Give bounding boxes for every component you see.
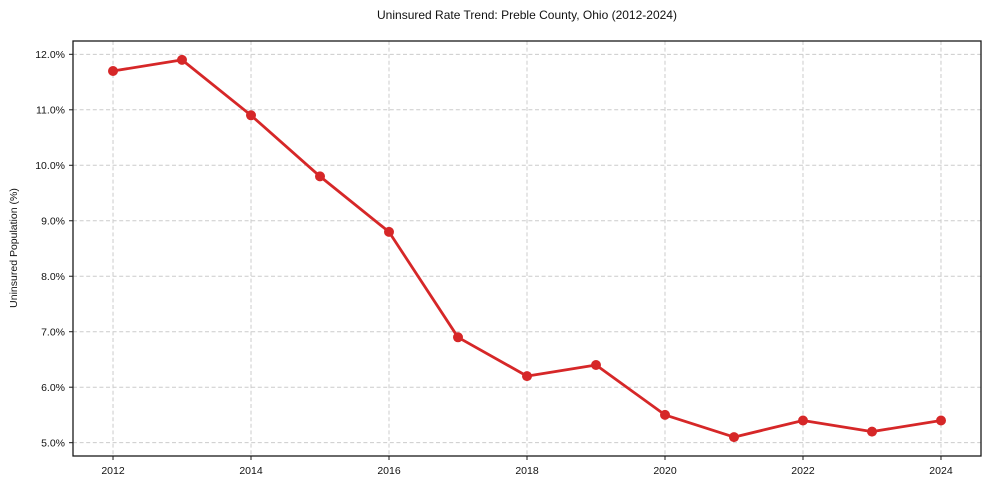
data-point-marker <box>522 371 532 382</box>
data-point-marker <box>936 415 946 426</box>
x-tick-label: 2016 <box>377 465 401 477</box>
y-tick-label: 5.0% <box>41 437 65 449</box>
data-point-marker <box>591 360 601 370</box>
x-tick-label: 2022 <box>791 465 815 477</box>
x-tick-label: 2018 <box>515 465 539 477</box>
data-point-marker <box>108 66 118 76</box>
y-tick-label: 8.0% <box>41 271 65 283</box>
data-point-marker <box>798 415 808 426</box>
y-tick-label: 9.0% <box>41 215 65 227</box>
x-tick-label: 2024 <box>929 465 953 477</box>
y-tick-label: 11.0% <box>36 104 65 116</box>
y-tick-label: 10.0% <box>35 160 65 172</box>
x-tick-label: 2014 <box>239 465 263 477</box>
data-point-marker <box>729 432 739 443</box>
x-tick-label: 2012 <box>101 465 125 477</box>
chart-title: Uninsured Rate Trend: Preble County, Ohi… <box>377 8 677 22</box>
y-tick-label: 6.0% <box>41 382 65 394</box>
data-point-marker <box>867 426 877 437</box>
data-point-marker <box>453 332 463 343</box>
y-tick-label: 7.0% <box>41 326 65 338</box>
y-tick-label: 12.0% <box>35 49 65 61</box>
data-point-marker <box>660 409 670 420</box>
x-tick-label: 2020 <box>653 465 677 477</box>
data-point-marker <box>246 110 256 121</box>
data-point-marker <box>315 171 325 182</box>
data-point-marker <box>177 54 187 65</box>
data-point-marker <box>384 226 394 237</box>
